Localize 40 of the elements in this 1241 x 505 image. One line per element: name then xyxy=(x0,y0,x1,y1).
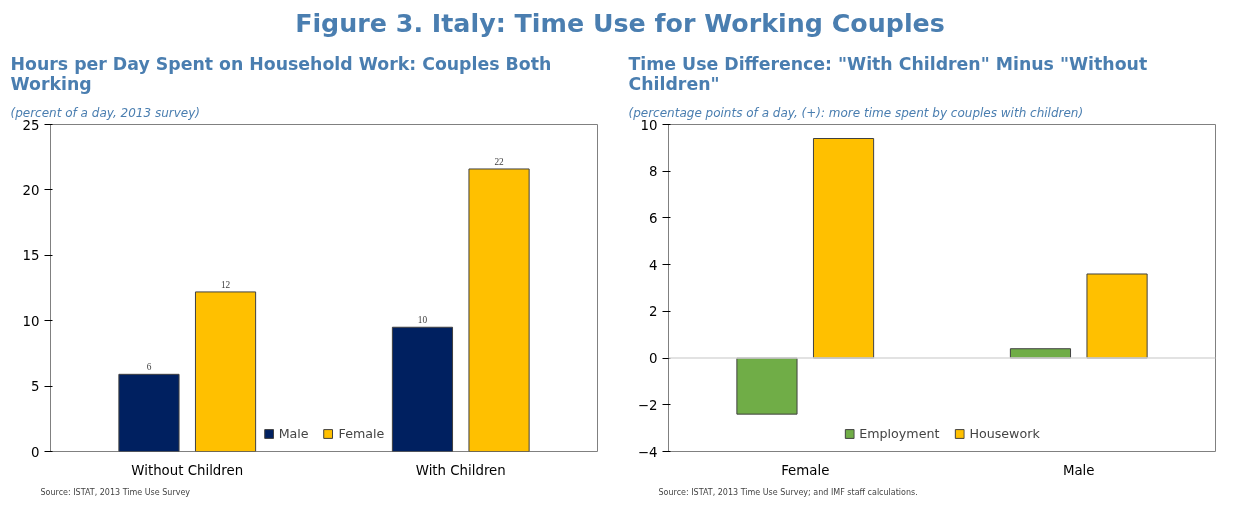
legend-label: Male xyxy=(278,426,309,441)
chart-title: Hours per Day Spent on Household Work: Couples Both Working xyxy=(10,53,552,94)
y-tick-label: 20 xyxy=(22,182,40,198)
chart-title: Time Use Difference: "With Children" Minus "Without Children" xyxy=(628,53,1148,94)
source-note: Source: ISTAT, 2013 Time Use Survey; and IMF staff calculations. xyxy=(658,487,918,497)
legend-label: Employment xyxy=(859,426,940,441)
y-tick-label: 15 xyxy=(22,248,40,264)
y-tick-label: 8 xyxy=(649,164,658,180)
bar xyxy=(194,291,257,452)
y-tick-label: 0 xyxy=(31,444,40,460)
bar xyxy=(736,357,798,415)
x-tick-label: Male xyxy=(1062,462,1095,478)
source-note: Source: ISTAT, 2013 Time Use Survey xyxy=(40,487,191,497)
data-label: 10 xyxy=(417,315,428,326)
y-tick-label: −2 xyxy=(637,397,658,413)
bar xyxy=(812,138,875,359)
y-tick-label: −4 xyxy=(637,444,658,460)
legend-label: Female xyxy=(338,426,385,441)
x-tick-label: Female xyxy=(781,462,830,478)
data-label: 22 xyxy=(494,156,505,167)
chart-subtitle: (percent of a day, 2013 survey) xyxy=(10,105,200,120)
y-tick-label: 25 xyxy=(22,117,40,133)
x-tick-label: Without Children xyxy=(131,462,244,478)
bar xyxy=(1086,273,1148,359)
data-label: 12 xyxy=(220,279,231,290)
y-tick-label: 4 xyxy=(649,257,658,273)
x-tick-label: With Children xyxy=(415,462,506,478)
y-tick-label: 6 xyxy=(649,210,658,226)
y-tick-label: 2 xyxy=(649,304,658,320)
bar xyxy=(468,168,530,452)
y-tick-label: 10 xyxy=(22,313,40,329)
y-tick-label: 5 xyxy=(31,379,40,395)
caption: Figure 3. Italy: Time Use for Working Couples xyxy=(295,7,945,40)
legend-label: Housework xyxy=(969,426,1040,441)
y-tick-label: 0 xyxy=(649,351,658,367)
chart-subtitle: (percentage points of a day, (+): more time spent by couples with children) xyxy=(628,105,1084,120)
bar xyxy=(391,326,454,452)
data-label: 6 xyxy=(146,362,152,373)
bar xyxy=(118,373,180,452)
y-tick-label: 10 xyxy=(640,117,658,133)
